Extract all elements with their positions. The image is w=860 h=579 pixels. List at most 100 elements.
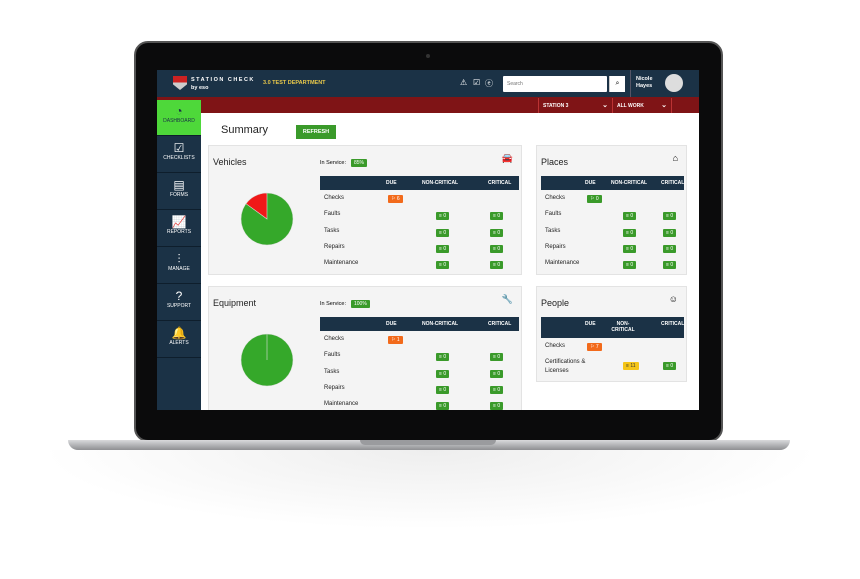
critical-badge[interactable]: ≡ 0: [663, 212, 677, 221]
table-row[interactable]: Faults ≡ 0 ≡ 0: [320, 207, 519, 223]
table-row[interactable]: Repairs ≡ 0 ≡ 0: [320, 381, 519, 397]
sidebar: [157, 100, 201, 410]
critical-badge[interactable]: ≡ 0: [490, 402, 504, 410]
card-title: Equipment: [213, 298, 257, 308]
chevron-down-icon: ⌄: [661, 102, 667, 109]
sidebar-item-forms[interactable]: ▤ FORMS: [157, 174, 201, 210]
critical-badge[interactable]: ≡ 0: [663, 244, 677, 253]
table-row[interactable]: Faults ≡ 0 ≡ 0: [541, 207, 684, 223]
sidebar-item-alerts[interactable]: 🔔 ALERTS: [157, 322, 201, 358]
people-card: People ☺ DUE NON-CRITICAL CRITICAL Checks ⚐ …: [536, 286, 687, 382]
warning-icon[interactable]: ⚠: [460, 78, 468, 87]
row-label: Repairs: [324, 384, 345, 391]
non-critical-badge[interactable]: ≡ 0: [436, 244, 450, 253]
sidebar-item-dashboard[interactable]: ◔ DASHBOARD: [157, 100, 201, 136]
department-name[interactable]: 3.0 TEST DEPARTMENT: [263, 80, 326, 86]
sidebar-item-reports[interactable]: 📈 REPORTS: [157, 211, 201, 247]
logo-icon: [173, 76, 187, 90]
user-first-name[interactable]: Nicole: [636, 76, 653, 82]
status-table: DUE NON-CRITICAL CRITICAL Checks ⚐ 7 Certific…: [541, 317, 684, 383]
sidebar-item-manage[interactable]: ⫶ MANAGE: [157, 248, 201, 284]
row-label: Tasks: [545, 227, 561, 234]
row-label: Repairs: [545, 243, 566, 250]
row-label: Certifications & Licenses: [545, 359, 586, 374]
non-critical-badge[interactable]: ≡ 0: [436, 261, 450, 270]
non-critical-badge[interactable]: ≡ 0: [436, 228, 450, 237]
avatar[interactable]: [665, 74, 683, 92]
sliders-icon: ⫶: [177, 252, 181, 266]
in-service-label: In Service:: [320, 301, 346, 307]
in-service-label: In Service:: [320, 160, 346, 166]
non-critical-badge[interactable]: ≡ 0: [436, 369, 450, 378]
table-row[interactable]: Maintenance ≡ 0 ≡ 0: [320, 256, 519, 272]
table-row[interactable]: Tasks ≡ 0 ≡ 0: [320, 365, 519, 381]
critical-badge[interactable]: ≡ 0: [490, 244, 504, 253]
row-label: Tasks: [324, 368, 340, 375]
sidebar-item-label: CHECKLISTS: [163, 155, 195, 161]
sidebar-item-support[interactable]: ? SUPPORT: [157, 285, 201, 321]
non-critical-badge[interactable]: ≡ 0: [623, 244, 637, 253]
due-badge[interactable]: ⚐ 6: [388, 195, 403, 203]
table-row[interactable]: Tasks ≡ 0 ≡ 0: [541, 224, 684, 240]
checklist-icon: ☑: [173, 141, 185, 155]
non-critical-badge[interactable]: ≡ 0: [623, 261, 637, 270]
sidebar-item-label: MANAGE: [168, 266, 190, 272]
filter-bar: [157, 97, 699, 113]
user-last-name[interactable]: Hayes: [636, 83, 653, 89]
checkbox-icon[interactable]: ☑: [473, 78, 481, 87]
due-badge[interactable]: ⚐ 0: [587, 195, 602, 203]
table-row[interactable]: Checks ⚐ 0: [541, 191, 684, 207]
search-input[interactable]: [503, 76, 607, 92]
car-icon: 🚘: [501, 153, 513, 163]
table-row[interactable]: Checks ⚐ 6: [320, 191, 519, 207]
pie-slice-out-of-service: [245, 192, 268, 220]
work-filter-dropdown[interactable]: ALL WORK ⌄: [612, 98, 672, 113]
critical-badge[interactable]: ≡ 0: [490, 212, 504, 221]
sidebar-item-checklists[interactable]: ☑ CHECKLISTS: [157, 137, 201, 173]
due-badge[interactable]: ⚐ 1: [388, 336, 403, 344]
help-icon: ?: [175, 289, 183, 303]
table-row[interactable]: Repairs ≡ 0 ≡ 0: [320, 240, 519, 256]
table-row[interactable]: Repairs ≡ 0 ≡ 0: [541, 240, 684, 256]
non-critical-badge[interactable]: ≡ 0: [436, 385, 450, 394]
table-row[interactable]: Checks ⚐ 7: [541, 339, 684, 355]
table-row[interactable]: Certifications & Licenses ≡ 11 ≡ 0: [541, 356, 684, 374]
critical-badge[interactable]: ≡ 0: [663, 228, 677, 237]
app-screen: STATION CHECK by eso 3.0 TEST DEPARTMENT…: [157, 70, 699, 410]
column-header: NON-CRITICAL: [611, 321, 635, 333]
critical-badge[interactable]: ≡ 0: [490, 385, 504, 394]
table-row[interactable]: Faults ≡ 0 ≡ 0: [320, 348, 519, 364]
table-row[interactable]: Checks ⚐ 1: [320, 332, 519, 348]
wrench-icon: 🔧: [501, 294, 513, 304]
person-icon: ☺: [668, 294, 678, 304]
search-button[interactable]: ⌕: [609, 76, 625, 92]
critical-badge[interactable]: ≡ 0: [490, 228, 504, 237]
table-row[interactable]: Maintenance ≡ 0 ≡ 0: [541, 256, 684, 272]
bolt-icon[interactable]: ⓔ: [485, 79, 493, 88]
camera: [426, 54, 430, 58]
column-header: CRITICAL: [488, 180, 512, 186]
non-critical-badge[interactable]: ≡ 0: [436, 353, 450, 362]
non-critical-badge[interactable]: ≡ 0: [623, 212, 637, 221]
sidebar-item-label: SUPPORT: [166, 303, 192, 309]
critical-badge[interactable]: ≡ 0: [490, 369, 504, 378]
station-dropdown[interactable]: STATION 3 ⌄: [538, 98, 612, 113]
non-critical-badge[interactable]: ≡ 0: [623, 228, 637, 237]
non-critical-badge[interactable]: ≡ 11: [623, 362, 639, 370]
refresh-button[interactable]: REFRESH: [296, 125, 336, 139]
critical-badge[interactable]: ≡ 0: [490, 261, 504, 270]
critical-badge[interactable]: ≡ 0: [663, 261, 677, 270]
table-row[interactable]: Tasks ≡ 0 ≡ 0: [320, 224, 519, 240]
table-row[interactable]: Maintenance ≡ 0 ≡ 0: [320, 397, 519, 410]
column-header: NON-CRITICAL: [422, 180, 459, 186]
in-service-pie-chart: [240, 333, 294, 387]
column-header: NON-CRITICAL: [422, 321, 459, 327]
due-badge[interactable]: ⚐ 7: [587, 343, 602, 351]
column-header: DUE: [585, 321, 596, 327]
non-critical-badge[interactable]: ≡ 0: [436, 212, 450, 221]
critical-badge[interactable]: ≡ 0: [490, 353, 504, 362]
column-header: DUE: [386, 180, 397, 186]
non-critical-badge[interactable]: ≡ 0: [436, 402, 450, 410]
row-label: Repairs: [324, 243, 345, 250]
critical-badge[interactable]: ≡ 0: [663, 362, 677, 370]
